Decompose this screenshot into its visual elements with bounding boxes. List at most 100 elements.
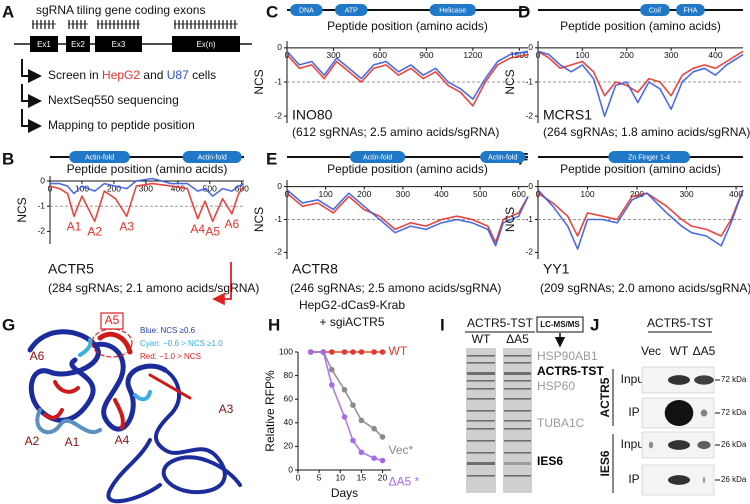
ribbon [133,390,152,402]
y-tick-label: 0 [40,175,45,185]
y-axis-label: NCS [503,69,517,94]
x-tick-label: 0 [296,472,301,482]
domain-label: Actin-fold [85,154,114,161]
data-point [350,402,356,408]
region-label: A2 [25,434,40,448]
legend-entry: Red: −1.0 > NCS [140,352,201,361]
lane-label: WT [472,332,491,346]
x-tick-label: 300 [664,50,678,60]
x-tick-label: 600 [373,50,387,60]
gel-band [467,380,495,382]
gene-name: YY1 [543,261,570,277]
step-text-part: cells [189,68,216,82]
step-arrow [21,59,42,83]
blot-band [668,475,690,485]
gene-name: INO80 [292,107,333,123]
data-point [379,457,386,464]
data-point [329,366,335,373]
x-tick-label: 100 [75,183,89,193]
protein-domain [608,151,691,163]
region-label: A6 [225,217,240,231]
data-point [350,349,356,355]
data-point [341,414,348,420]
domain-label: Helicase [439,7,466,14]
row-label: Input [621,437,648,451]
series-line [50,177,245,197]
protein-domain [335,4,368,16]
link-arrow [212,262,232,306]
data-point [358,417,365,424]
gel-band [504,475,531,477]
domain-label: Coil [649,7,662,14]
row-label: IP [628,405,639,419]
data-point [371,455,377,462]
gel-band [504,398,531,400]
protein-label: ACTR5-TST [537,364,604,378]
data-point [379,434,386,440]
lane-label: Vec [641,344,661,358]
lane-label: ΔA5 [506,332,529,346]
data-point [329,349,335,355]
region-label: A4 [115,433,130,447]
exon-label: Ex(n) [196,40,215,49]
chart-subtitle: + sgiACTR5 [319,315,384,329]
gel-band [467,372,495,375]
step-text-part: HepG2 [102,68,140,82]
y-tick-label: 0 [277,181,282,191]
series-label: ΔA5 * [389,475,420,489]
region-label: A2 [87,225,102,239]
x-tick-label: 300 [139,183,153,193]
region-label: A5 [205,225,220,239]
panel-label: J [590,315,599,334]
protein-label: HSP90AB1 [537,349,598,363]
y-tick-label: -2 [274,110,282,120]
step-arrow [21,84,42,108]
panel-label: A [2,2,14,21]
series-line [49,182,245,223]
step-text-part: NextSeq550 sequencing [48,93,179,107]
protein-structure [27,328,242,504]
series-line [286,53,529,107]
y-tick-label: 0 [528,181,533,191]
gel-band [467,388,495,390]
exon-label: Ex3 [112,40,126,49]
gel-band [467,362,495,364]
data-point [379,349,386,355]
x-tick-label: 5 [317,472,322,482]
protein-domain [480,151,526,163]
blot-band [668,375,690,385]
blot-header: ACTR5-TST [647,316,714,330]
legend-entry: Blue: NCS ≥0.6 [140,326,196,335]
region-label: A4 [190,222,205,236]
gel-band [504,428,531,430]
y-tick-label: -1 [37,200,45,210]
step-text: NextSeq550 sequencing [48,93,179,107]
x-tick-label: 0 [48,183,53,193]
protein-label: TUBA1C [537,416,585,430]
series-line [286,189,529,247]
gel-band [504,372,531,375]
x-tick-label: 20 [378,472,388,482]
x-tick-label: 0 [536,50,541,60]
size-marker: 72 kDa [721,408,747,417]
antibody-label: ACTR5 [598,377,612,417]
panel-label: E [266,149,277,168]
gene-name: MCRS1 [543,107,592,123]
ribbon [97,331,133,355]
ribbon [78,338,93,357]
y-tick-label: -2 [525,247,533,257]
step-text-part: and [140,68,167,82]
method-label: LC-MS/MS [540,320,580,329]
domain-label: Zn Finger 1-4 [628,154,670,161]
y-tick-label: 0 [288,464,293,474]
panel-label: D [518,2,530,21]
chart-subtitle: (246 sgRNAs; 2.5 amono acids/sgRNA) [290,281,501,295]
ribbon [43,408,64,420]
x-tick-label: 900 [419,50,433,60]
exon [172,36,240,52]
y-tick-label: 60 [284,393,294,403]
y-axis-label: NCS [15,197,29,222]
gel-band [504,388,531,390]
gel-band [467,355,495,357]
